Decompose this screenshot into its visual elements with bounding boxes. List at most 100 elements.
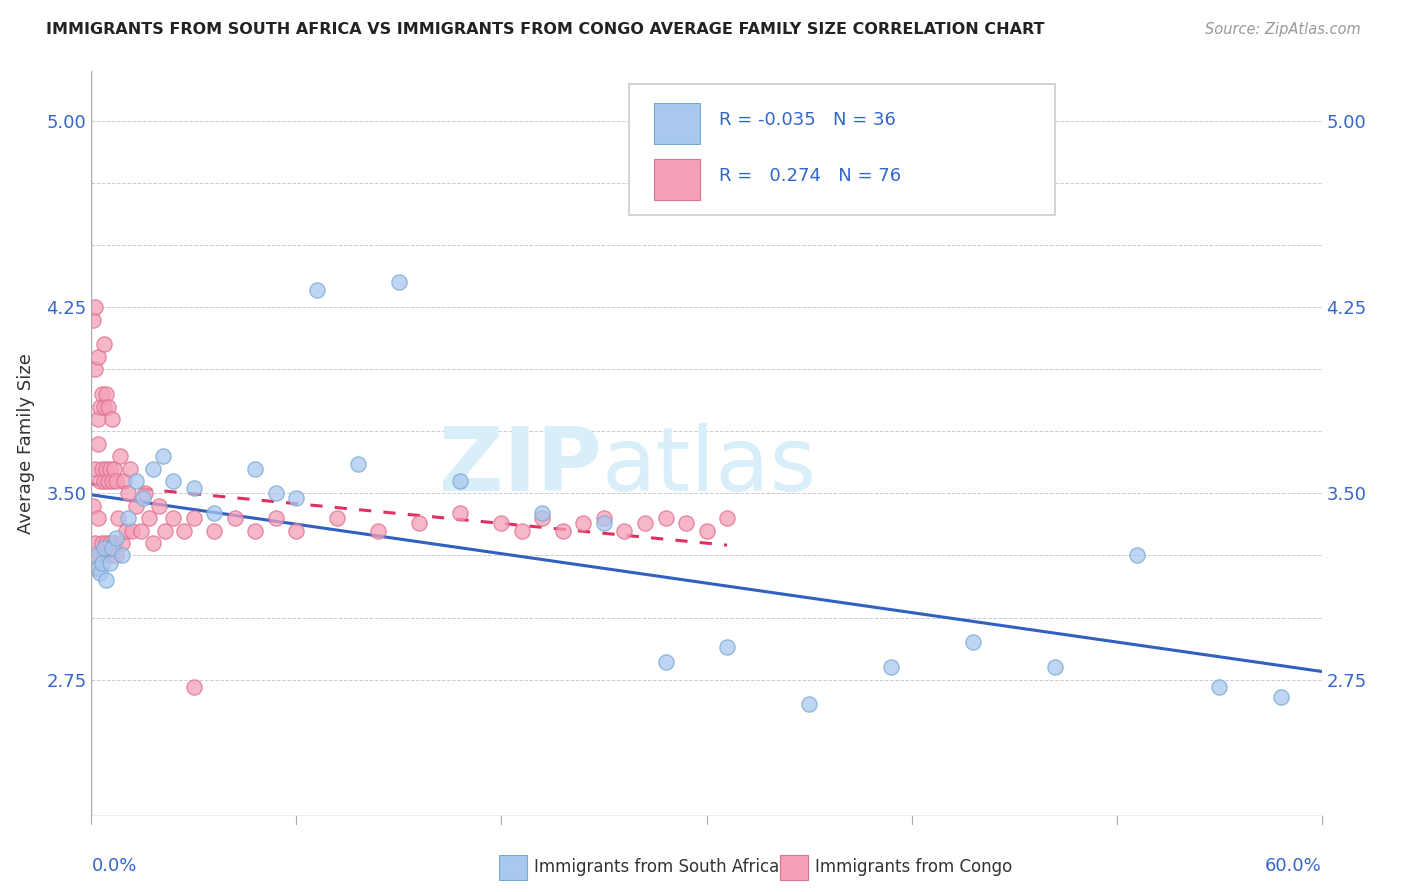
Point: [84, 536, 107, 550]
FancyBboxPatch shape: [654, 160, 700, 200]
Point: [264, 511, 287, 525]
Point: [152, 449, 174, 463]
Point: [367, 524, 389, 538]
Point: [103, 536, 125, 550]
Point: [120, 461, 142, 475]
Point: [86, 437, 108, 451]
Text: 60.0%: 60.0%: [1265, 857, 1322, 875]
Point: [962, 635, 984, 649]
Point: [129, 524, 152, 538]
Point: [531, 511, 554, 525]
Text: R = -0.035   N = 36: R = -0.035 N = 36: [718, 111, 896, 128]
Point: [98, 536, 121, 550]
Point: [142, 461, 165, 475]
Point: [89, 474, 111, 488]
Point: [1270, 690, 1292, 704]
Point: [115, 524, 138, 538]
Point: [117, 511, 139, 525]
Point: [101, 541, 124, 555]
Point: [634, 516, 657, 531]
Point: [1208, 680, 1230, 694]
Point: [797, 698, 820, 712]
Point: [93, 400, 115, 414]
Point: [347, 457, 370, 471]
Point: [148, 499, 170, 513]
Point: [82, 561, 104, 575]
Point: [245, 524, 267, 538]
Point: [84, 461, 107, 475]
Point: [86, 350, 108, 364]
Point: [105, 531, 127, 545]
Point: [90, 536, 112, 550]
Point: [94, 387, 117, 401]
Point: [162, 511, 184, 525]
Point: [202, 524, 225, 538]
Point: [593, 511, 616, 525]
Point: [94, 536, 117, 550]
Point: [125, 499, 148, 513]
Point: [183, 482, 205, 496]
Point: [510, 524, 533, 538]
Point: [89, 400, 111, 414]
Text: atlas: atlas: [602, 423, 817, 509]
Point: [84, 549, 107, 563]
Text: ZIP: ZIP: [439, 423, 602, 509]
Point: [613, 524, 636, 538]
Point: [90, 387, 112, 401]
Point: [880, 660, 903, 674]
Point: [101, 474, 124, 488]
Point: [675, 516, 697, 531]
Point: [93, 474, 115, 488]
Point: [654, 655, 676, 669]
Text: R =   0.274   N = 76: R = 0.274 N = 76: [718, 168, 901, 186]
Point: [245, 461, 267, 475]
Text: Source: ZipAtlas.com: Source: ZipAtlas.com: [1205, 22, 1361, 37]
Point: [93, 337, 115, 351]
Point: [82, 312, 104, 326]
Point: [111, 549, 134, 563]
Point: [224, 511, 246, 525]
Point: [572, 516, 595, 531]
Point: [111, 536, 134, 550]
Point: [716, 640, 738, 655]
Point: [1043, 660, 1066, 674]
Point: [531, 506, 554, 520]
Point: [153, 524, 177, 538]
Point: [183, 511, 205, 525]
Point: [183, 680, 205, 694]
Point: [202, 506, 225, 520]
Point: [131, 491, 153, 506]
Point: [90, 461, 112, 475]
Text: Immigrants from South Africa: Immigrants from South Africa: [534, 858, 779, 876]
Point: [264, 486, 287, 500]
Point: [285, 491, 308, 506]
Point: [103, 461, 125, 475]
Point: [89, 566, 111, 580]
Point: [121, 524, 143, 538]
Point: [449, 506, 471, 520]
Y-axis label: Average Family Size: Average Family Size: [17, 353, 35, 534]
Point: [101, 412, 124, 426]
Point: [134, 486, 156, 500]
Point: [101, 549, 124, 563]
Point: [86, 412, 108, 426]
Point: [97, 549, 120, 563]
FancyBboxPatch shape: [628, 84, 1054, 215]
Point: [86, 511, 108, 525]
Point: [162, 474, 184, 488]
Point: [105, 549, 127, 563]
Point: [1126, 549, 1149, 563]
Point: [593, 516, 616, 531]
Point: [716, 511, 738, 525]
Point: [142, 536, 165, 550]
Text: IMMIGRANTS FROM SOUTH AFRICA VS IMMIGRANTS FROM CONGO AVERAGE FAMILY SIZE CORREL: IMMIGRANTS FROM SOUTH AFRICA VS IMMIGRAN…: [46, 22, 1045, 37]
Point: [97, 400, 120, 414]
Point: [138, 511, 160, 525]
Point: [117, 486, 139, 500]
Point: [84, 300, 107, 314]
Point: [82, 499, 104, 513]
FancyBboxPatch shape: [654, 103, 700, 144]
Point: [105, 474, 127, 488]
Point: [90, 556, 112, 570]
Point: [108, 449, 131, 463]
